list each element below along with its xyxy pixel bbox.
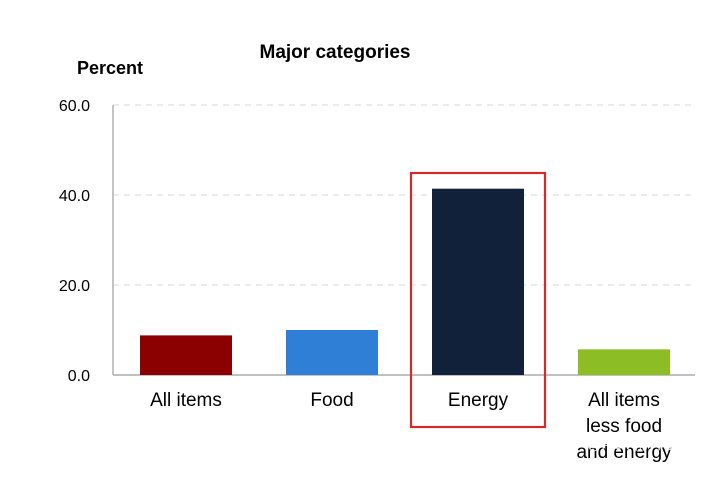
bar-all-items-less-food-and-energy [578,349,670,375]
y-tick-label: 20.0 [59,278,90,295]
bars [140,188,670,375]
x-axis-category-labels: All items Food Energy All items less food and… [150,390,672,463]
gridlines [113,104,695,286]
x-category-label: Food [310,390,353,411]
y-axis-ticks: 0.0 20.0 40.0 60.0 [59,98,90,385]
y-tick-label: 40.0 [59,188,90,205]
bar-food [286,330,378,375]
bar-energy [432,188,524,375]
x-category-label: Energy [448,390,509,411]
bar-all-items [140,335,232,375]
x-category-label: All items [150,390,222,411]
y-tick-label: 0.0 [68,368,90,385]
y-axis-label: Percent [77,58,143,78]
highlight-box [409,171,547,429]
watermark-text: @ACY稀万证券 [587,436,693,453]
chart-title: Major categories [260,42,411,63]
x-category-label: All items less food and energy [576,390,672,463]
y-tick-label: 60.0 [59,98,90,115]
